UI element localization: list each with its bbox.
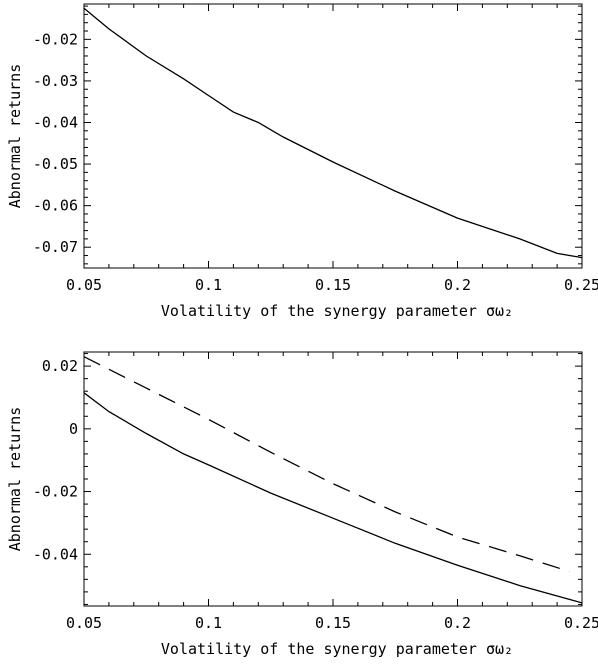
y-tick-label: -0.04 [33,113,78,131]
x-tick-label: 0.25 [564,614,598,632]
chart-top: 0.05 0.1 0.15 0.2 0.25 -0.02 -0.03 -0.04 -0.05 -0… [6,3,598,320]
x-tick-label: 0.1 [195,614,222,632]
y-tick-label: 0 [69,420,78,438]
chart-bottom: 0.05 0.1 0.15 0.2 0.25 0.02 0 -0.02 -0.04 Volatil… [6,351,598,658]
y-tick-label: -0.06 [33,197,78,215]
y-tick-label: -0.07 [33,238,78,256]
x-tick-label: 0.15 [315,276,351,294]
y-tick-label: -0.04 [33,545,78,563]
y-axis-label: Abnormal returns [6,64,24,209]
series-line-solid [83,392,583,604]
x-tick-label: 0.25 [564,276,598,294]
y-tick-label: -0.02 [33,30,78,48]
x-axis-label: Volatility of the synergy parameter σω₂ [161,302,513,320]
plot-frame [83,351,583,607]
x-tick-label: 0.05 [66,614,102,632]
x-tick-label: 0.2 [444,276,471,294]
x-axis-label: Volatility of the synergy parameter σω₂ [161,640,513,658]
y-axis-label: Abnormal returns [6,407,24,552]
series-line-solid [83,7,583,259]
x-tick-label: 0.05 [66,276,102,294]
y-tick-label: -0.02 [33,483,78,501]
x-tick-label: 0.1 [195,276,222,294]
series-line-dashed [83,356,570,573]
y-tick-label: -0.05 [33,155,78,173]
plot-frame [83,3,583,269]
x-tick-label: 0.15 [315,614,351,632]
x-tick-label: 0.2 [444,614,471,632]
y-tick-label: -0.03 [33,72,78,90]
y-tick-label: 0.02 [42,357,78,375]
